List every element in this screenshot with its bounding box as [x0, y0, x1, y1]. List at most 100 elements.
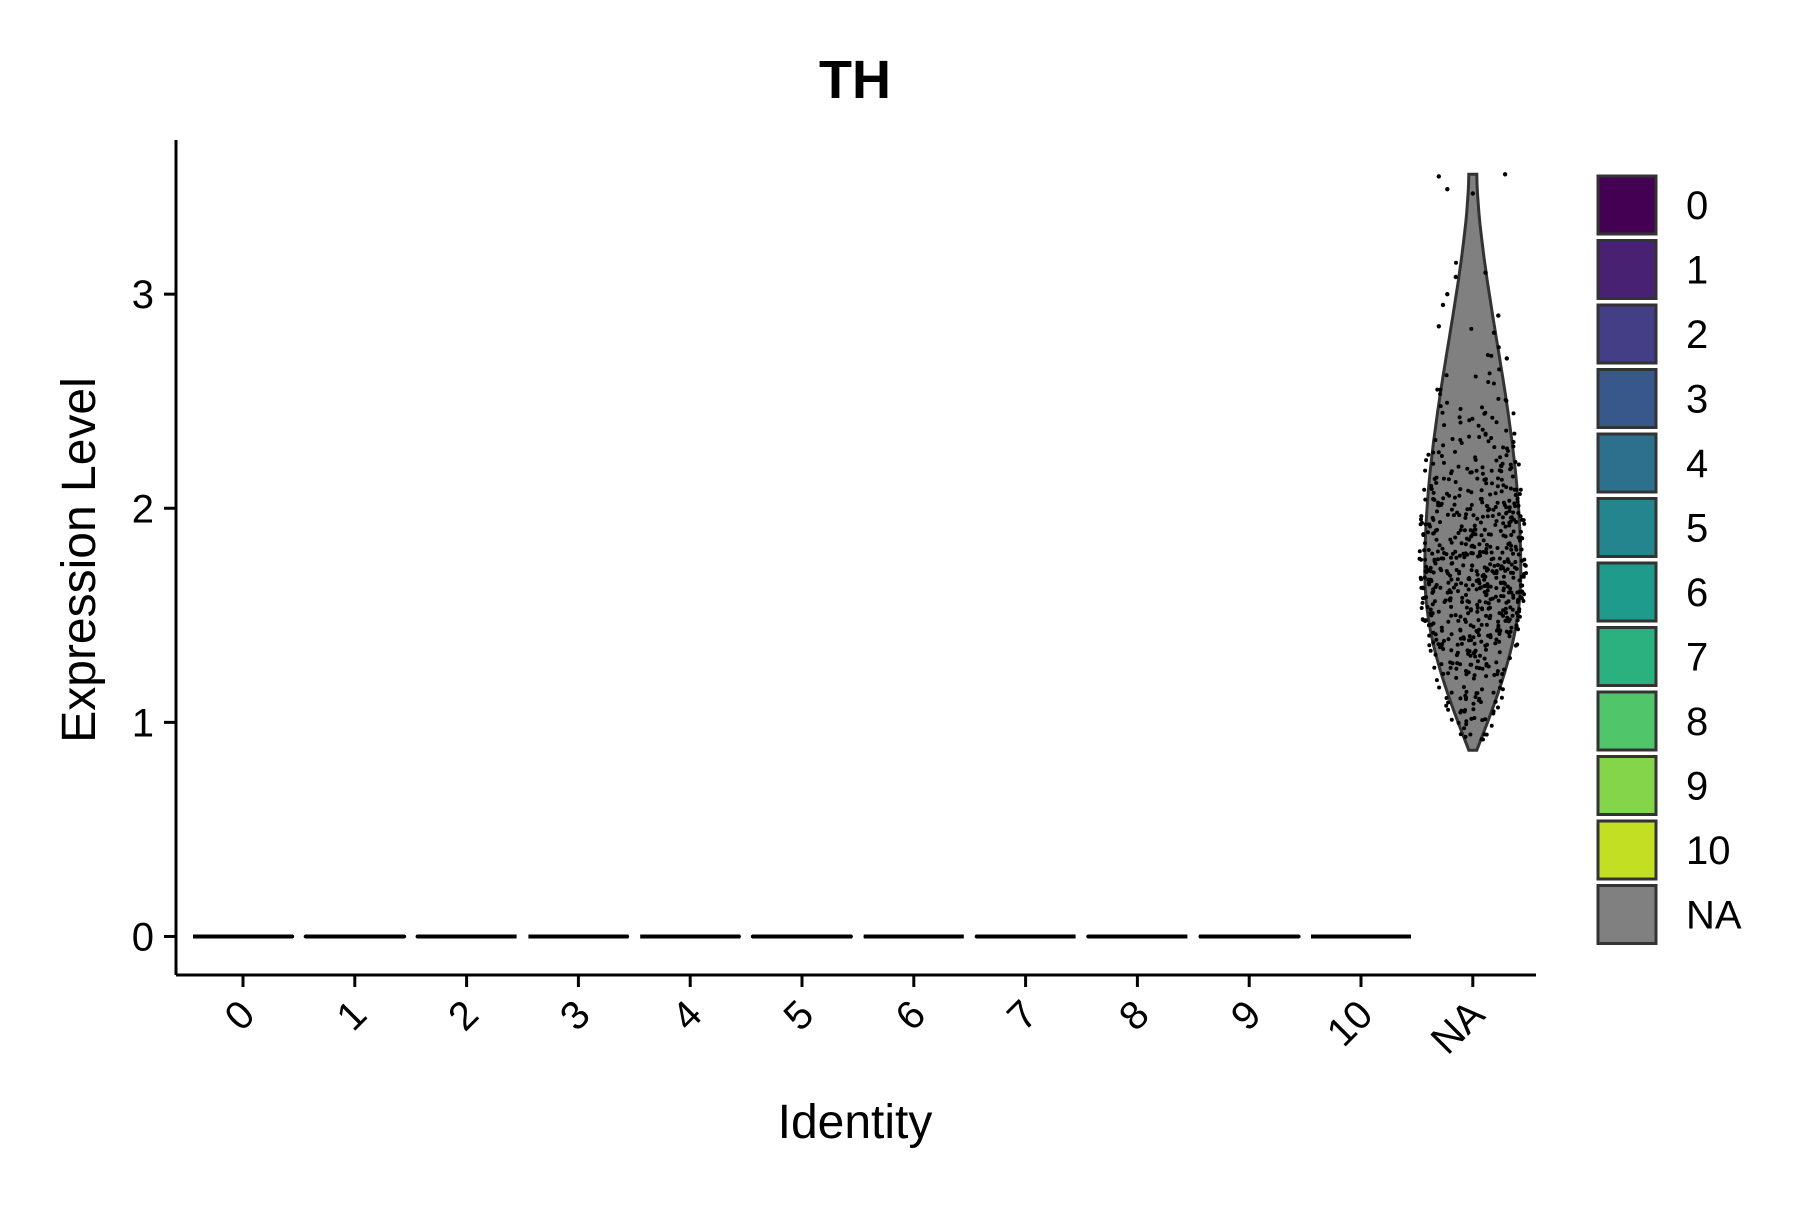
data-point: [1499, 695, 1504, 700]
data-point: [1452, 502, 1457, 507]
data-point: [207, 934, 211, 939]
data-point: [1518, 514, 1523, 519]
data-point: [1048, 934, 1052, 939]
data-point: [1440, 546, 1445, 551]
data-point: [1463, 734, 1468, 739]
data-point: [1486, 606, 1491, 611]
data-point: [1497, 639, 1502, 644]
data-point: [1233, 934, 1237, 939]
data-point: [1467, 577, 1472, 582]
data-point: [1519, 547, 1524, 552]
data-point: [1422, 575, 1427, 580]
data-point: [1449, 613, 1454, 618]
data-point: [1436, 450, 1441, 455]
data-point: [1506, 590, 1511, 595]
data-point: [1423, 541, 1427, 546]
data-point: [1482, 584, 1487, 588]
x-tick-label: 1: [328, 992, 375, 1039]
data-point: [1461, 685, 1466, 689]
data-point: [1486, 439, 1491, 444]
data-point: [1018, 934, 1022, 939]
data-point: [326, 934, 330, 939]
data-point: [1040, 934, 1044, 939]
data-point: [1152, 934, 1156, 939]
violin-1: [303, 934, 407, 939]
data-point: [238, 934, 242, 939]
data-point: [842, 934, 847, 939]
data-point: [1061, 934, 1065, 939]
data-point: [1521, 599, 1526, 603]
data-point: [1393, 934, 1397, 939]
data-point: [1496, 598, 1501, 603]
data-point: [1504, 485, 1509, 490]
x-tick-label: 4: [664, 992, 711, 1039]
data-point: [1513, 460, 1518, 464]
data-point: [1029, 934, 1033, 939]
legend: 0 1 2 3 4 5 6 7 8 9 10 NA: [1596, 174, 1742, 945]
data-point: [1507, 498, 1512, 503]
data-point: [492, 934, 496, 939]
data-point: [1419, 606, 1424, 610]
data-point: [1468, 506, 1473, 511]
x-tick-label: 7: [999, 992, 1046, 1039]
data-point: [1013, 934, 1017, 939]
data-point: [643, 934, 647, 939]
data-point: [1438, 404, 1443, 409]
data-point: [589, 934, 593, 939]
data-point: [1470, 416, 1475, 421]
data-point: [1514, 547, 1519, 552]
data-point: [1464, 512, 1468, 517]
legend-swatch: [1596, 497, 1658, 558]
data-point: [1483, 600, 1488, 605]
data-point: [1448, 665, 1453, 670]
data-point: [475, 934, 480, 939]
data-point: [1491, 381, 1496, 386]
data-point: [1441, 647, 1446, 651]
data-point: [1488, 544, 1493, 549]
data-point: [1453, 613, 1458, 618]
data-point: [1034, 934, 1038, 939]
data-point: [582, 934, 587, 939]
data-point: [1469, 716, 1474, 721]
data-point: [803, 934, 807, 939]
data-point: [1498, 529, 1503, 533]
data-point: [1498, 679, 1503, 684]
data-point: [402, 934, 407, 939]
data-point: [1487, 507, 1492, 512]
data-point: [756, 934, 760, 939]
data-point: [1489, 468, 1494, 473]
data-point: [1498, 455, 1503, 460]
data-point: [1514, 566, 1519, 571]
data-point: [954, 934, 958, 939]
legend-label: 8: [1686, 700, 1708, 744]
data-point: [193, 934, 197, 939]
data-point: [1451, 513, 1456, 518]
data-point: [1025, 934, 1029, 939]
data-point: [1510, 474, 1515, 479]
data-point: [724, 934, 728, 939]
data-point: [1444, 373, 1449, 378]
data-point: [1437, 543, 1442, 548]
data-point: [1504, 545, 1509, 550]
data-point: [1472, 641, 1477, 646]
x-tick-label: 6: [887, 992, 934, 1039]
data-point: [1446, 707, 1451, 712]
data-point: [1456, 531, 1461, 535]
data-point: [1451, 585, 1456, 590]
data-point: [1103, 934, 1108, 939]
data-point: [1426, 452, 1431, 457]
data-point: [1515, 496, 1520, 501]
data-point: [1495, 546, 1500, 550]
data-point: [440, 934, 444, 939]
data-point: [1515, 600, 1520, 604]
data-point: [875, 934, 880, 939]
data-point: [1214, 934, 1219, 939]
data-point: [848, 934, 852, 939]
data-point: [1475, 605, 1480, 610]
data-point: [219, 934, 223, 939]
data-point: [1063, 934, 1067, 939]
data-point: [1431, 589, 1436, 594]
y-tick-label: 3: [132, 273, 154, 317]
data-point: [466, 934, 470, 939]
